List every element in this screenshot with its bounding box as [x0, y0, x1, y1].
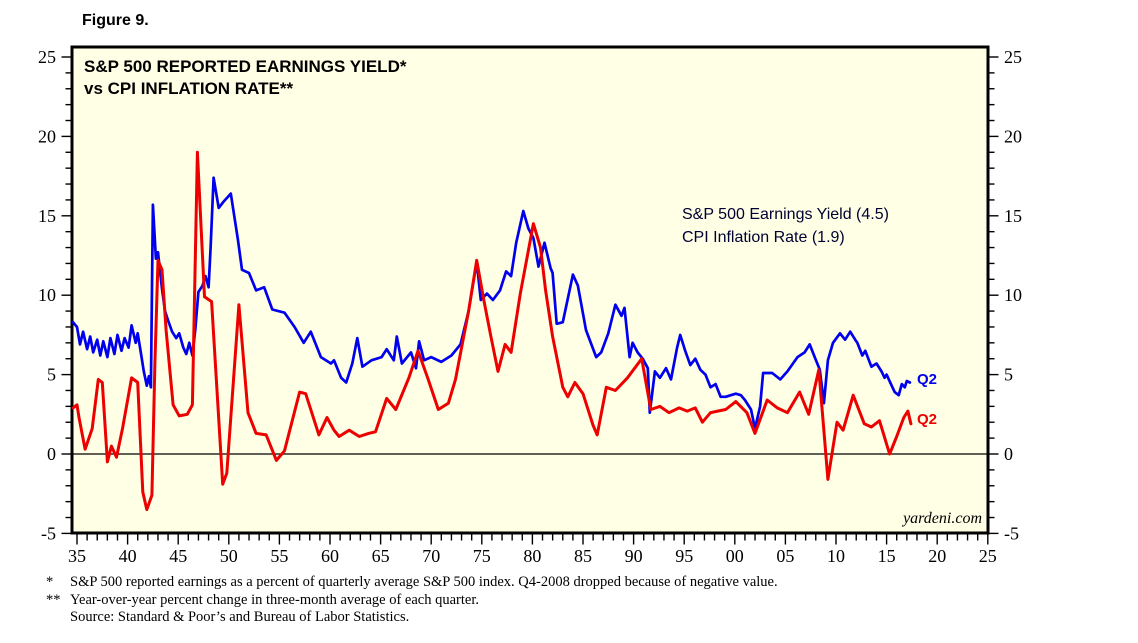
legend-cpi: CPI Inflation Rate (1.9) — [682, 229, 845, 246]
svg-text:20: 20 — [1004, 126, 1022, 146]
svg-text:75: 75 — [473, 546, 491, 566]
svg-text:20: 20 — [38, 126, 56, 146]
cpi-endpoint-label: Q2 — [917, 411, 938, 428]
earnings-yield-endpoint-label: Q2 — [917, 371, 938, 388]
svg-text:15: 15 — [878, 546, 896, 566]
svg-text:55: 55 — [270, 546, 288, 566]
yardeni-watermark: yardeni.com — [903, 510, 982, 527]
footnote-row: Source: Standard & Poor’s and Bureau of … — [46, 609, 778, 627]
footnote-marker: ** — [46, 591, 61, 608]
svg-text:45: 45 — [169, 546, 187, 566]
svg-text:15: 15 — [1004, 206, 1022, 226]
figure-label: Figure 9. — [82, 12, 149, 29]
svg-text:25: 25 — [1004, 47, 1022, 67]
svg-text:95: 95 — [675, 546, 693, 566]
svg-text:90: 90 — [625, 546, 643, 566]
chart-legend: S&P 500 Earnings Yield (4.5) CPI Inflati… — [682, 203, 889, 249]
footnotes: * S&P 500 reported earnings as a percent… — [46, 574, 778, 627]
svg-text:00: 00 — [726, 546, 744, 566]
footnote-text: Year-over-year percent change in three-m… — [70, 591, 479, 608]
footnote-row: ** Year-over-year percent change in thre… — [46, 592, 778, 610]
svg-text:0: 0 — [47, 444, 56, 464]
svg-text:15: 15 — [38, 206, 56, 226]
chart-title: S&P 500 REPORTED EARNINGS YIELD* vs CPI … — [84, 56, 406, 100]
svg-text:5: 5 — [47, 365, 56, 385]
svg-text:65: 65 — [372, 546, 390, 566]
svg-text:25: 25 — [38, 47, 56, 67]
svg-text:50: 50 — [220, 546, 238, 566]
svg-text:10: 10 — [38, 285, 56, 305]
chart-title-line1: S&P 500 REPORTED EARNINGS YIELD* — [84, 57, 407, 76]
cpi-inflation-line — [71, 150, 913, 512]
svg-text:70: 70 — [422, 546, 440, 566]
footnote-text: Source: Standard & Poor’s and Bureau of … — [70, 609, 410, 625]
svg-text:05: 05 — [776, 546, 794, 566]
svg-text:35: 35 — [68, 546, 86, 566]
footnote-marker — [46, 609, 70, 627]
svg-text:25: 25 — [979, 546, 997, 566]
footnote-text: S&P 500 reported earnings as a percent o… — [70, 574, 778, 590]
svg-text:40: 40 — [119, 546, 137, 566]
svg-text:80: 80 — [523, 546, 541, 566]
legend-earnings-yield: S&P 500 Earnings Yield (4.5) — [682, 206, 889, 223]
svg-text:10: 10 — [1004, 285, 1022, 305]
svg-text:-5: -5 — [41, 523, 56, 543]
svg-text:0: 0 — [1004, 444, 1013, 464]
svg-text:10: 10 — [827, 546, 845, 566]
footnote-row: * S&P 500 reported earnings as a percent… — [46, 574, 778, 592]
svg-text:20: 20 — [928, 546, 946, 566]
footnote-marker: * — [46, 574, 54, 590]
svg-text:60: 60 — [321, 546, 339, 566]
svg-text:85: 85 — [574, 546, 592, 566]
chart-title-line2: vs CPI INFLATION RATE** — [84, 79, 294, 98]
svg-text:5: 5 — [1004, 365, 1013, 385]
svg-text:-5: -5 — [1004, 523, 1019, 543]
